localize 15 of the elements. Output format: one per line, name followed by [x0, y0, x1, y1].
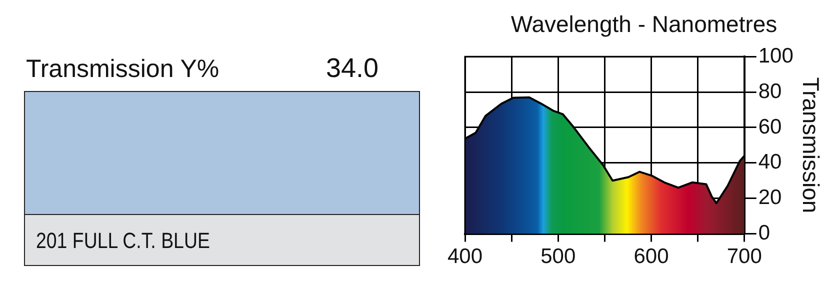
y-tick-label: 0: [758, 222, 770, 245]
text: Transmission Y%: [26, 55, 220, 84]
y-tick-label: 60: [758, 115, 782, 138]
y-tick-label: 80: [758, 80, 782, 103]
y-tick-label: 100: [758, 44, 794, 68]
x-tick-label: 400: [447, 245, 483, 268]
chart-title: Wavelength - Nanometres: [510, 11, 778, 38]
y-tick-label: 20: [758, 186, 782, 210]
x-tick-label: 600: [634, 245, 669, 268]
y-tick-label: 40: [758, 150, 782, 174]
text: 34.0: [326, 53, 379, 84]
x-tick-label: 500: [540, 245, 576, 268]
x-tick-label: 700: [726, 245, 762, 268]
text: 201 FULL C.T. BLUE: [36, 228, 210, 254]
y-axis-title: Transmission: [798, 77, 824, 214]
